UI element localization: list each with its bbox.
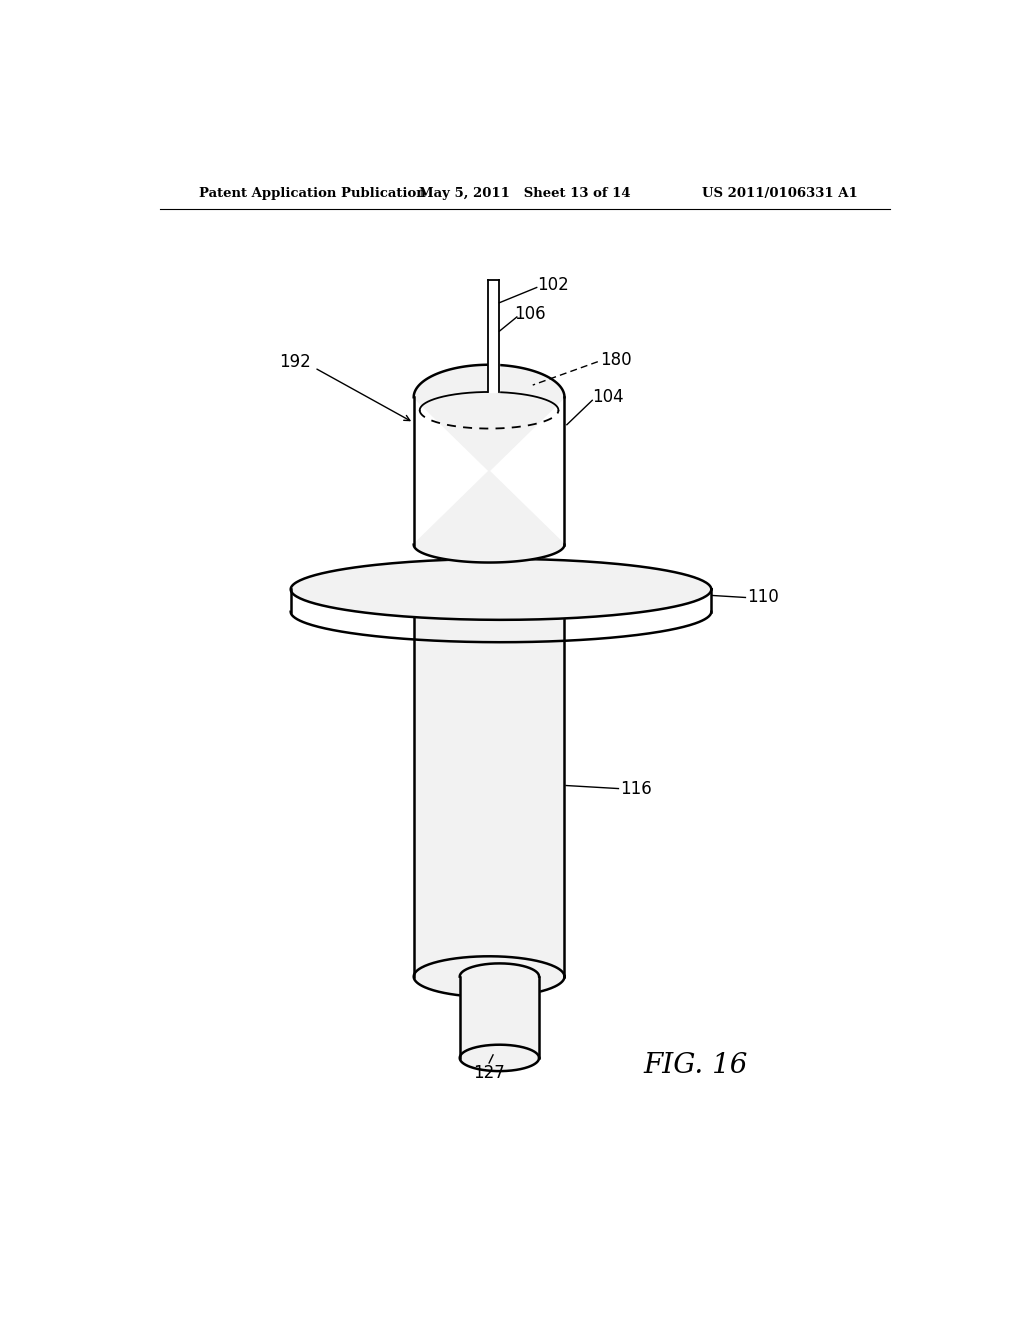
Polygon shape bbox=[414, 956, 564, 997]
Text: 180: 180 bbox=[600, 351, 632, 368]
Text: FIG. 16: FIG. 16 bbox=[644, 1052, 749, 1078]
Text: US 2011/0106331 A1: US 2011/0106331 A1 bbox=[702, 187, 858, 201]
Polygon shape bbox=[487, 280, 499, 392]
Polygon shape bbox=[414, 611, 564, 977]
Text: 110: 110 bbox=[746, 589, 779, 606]
Text: 192: 192 bbox=[279, 352, 310, 371]
Text: May 5, 2011   Sheet 13 of 14: May 5, 2011 Sheet 13 of 14 bbox=[419, 187, 631, 201]
Polygon shape bbox=[414, 364, 564, 562]
Text: 116: 116 bbox=[620, 780, 652, 797]
Polygon shape bbox=[460, 977, 539, 1057]
Text: Patent Application Publication: Patent Application Publication bbox=[200, 187, 426, 201]
Text: 106: 106 bbox=[514, 305, 546, 323]
Text: 102: 102 bbox=[537, 276, 568, 294]
Text: 127: 127 bbox=[473, 1064, 505, 1082]
Text: 104: 104 bbox=[592, 388, 624, 407]
Polygon shape bbox=[460, 1044, 539, 1071]
Polygon shape bbox=[291, 558, 712, 620]
